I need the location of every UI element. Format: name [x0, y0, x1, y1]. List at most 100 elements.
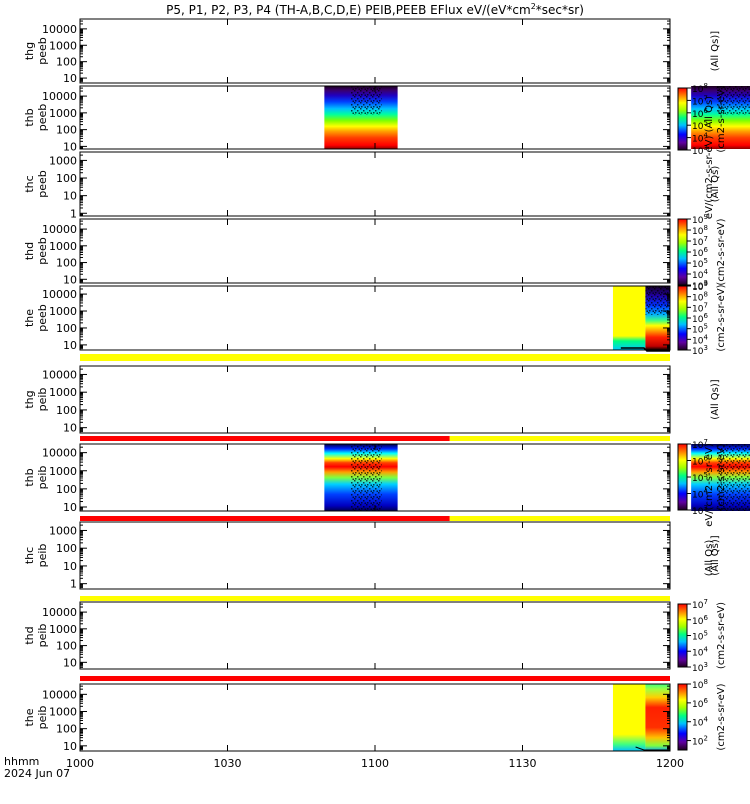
colorbar-thd-peib: 103 104 105 106 107 (cm2-s-sr-eV)	[677, 598, 727, 674]
y-tick-label: 10	[63, 501, 77, 514]
panel-probe-label: thc	[23, 547, 36, 564]
colorbar-tick-exp: 6	[703, 697, 708, 705]
data-noise-thb-peib-1	[716, 444, 750, 511]
colorbar-tick-exp: 3	[703, 661, 707, 669]
panel-inst-label: peeb	[36, 237, 49, 265]
colorbars-layer: (All Qs)] 103 104 105 106 107 108 (cm2-s-sr-eV)…	[677, 31, 727, 751]
y-tick-label: 10000	[42, 368, 77, 381]
status-bar-2-0	[80, 516, 450, 521]
colorbar-label-thb-peib: (cm2-s-sr-eV)	[716, 443, 727, 510]
chart-title: P5, P1, P2, P3, P4 (TH-A,B,C,D,E) PEIB,P…	[166, 2, 584, 17]
panel-probe-label: the	[23, 309, 36, 327]
y-tick-label: 10	[63, 422, 77, 435]
panel-thb-peib: 10 100 1000 10000 thbpeib	[23, 443, 750, 514]
colorbar-tick-label: 105	[692, 630, 708, 643]
colorbar-tick-exp: 8	[703, 224, 707, 232]
panel-label-thd-peeb: thdpeeb	[23, 237, 49, 265]
y-tick-label: 1000	[49, 240, 77, 253]
panel-frame-thd-peib	[79, 601, 671, 670]
y-tick-label: 100	[56, 404, 77, 417]
data-noise-thb-peeb-0	[350, 86, 382, 115]
y-tick-label: 1000	[49, 305, 77, 318]
status-bar-3-0	[80, 596, 670, 601]
panel-probe-label: thg	[23, 390, 36, 408]
colorbar-tick-exp: 2	[703, 735, 707, 743]
colorbar-tick-label: 108	[692, 678, 708, 691]
colorbar-tick-exp: 4	[703, 132, 708, 140]
y-tick-label: 10	[63, 656, 77, 669]
y-tick-label: 100	[56, 723, 77, 736]
colorbar-tick-exp: 9	[703, 280, 707, 288]
side-text-1: eV/(cm2-s-sr-eV)	[704, 443, 715, 527]
data-noise-thb-peeb-1	[716, 86, 750, 115]
data-block-the-peeb-0	[612, 286, 646, 350]
y-tick-label: 10000	[42, 688, 77, 701]
panel-inst-label: peib	[36, 544, 49, 568]
y-tick-label: 100	[56, 542, 77, 555]
y-tick-label: 10	[63, 560, 77, 573]
y-tick-label: 10	[63, 273, 77, 286]
colorbar-strip-thd-peib	[677, 603, 688, 668]
y-tick-label: 10	[63, 140, 77, 153]
side-text-2: (All Qs)	[704, 540, 715, 577]
colorbar-strip-thd-peeb	[677, 218, 688, 286]
data-block-the-peib-1	[645, 684, 670, 751]
colorbar-tick-exp: 6	[703, 614, 708, 622]
y-tick-label: 1	[70, 207, 77, 220]
panel-frame-the-peeb	[79, 285, 671, 351]
colorbar-tick-exp: 4	[703, 645, 708, 653]
boundary-trace-the-peeb	[620, 347, 670, 352]
colorbar-strip-thb-peeb	[677, 87, 688, 151]
y-tick-label: 10000	[42, 606, 77, 619]
status-bars-layer	[80, 354, 670, 681]
panel-label-the-peeb: thepeeb	[23, 304, 49, 332]
side-label-thc-peib: (All Qs)]	[710, 535, 721, 575]
x-axis-label-date: 2024 Jun 07	[4, 767, 70, 780]
data-noise-the-peeb-1	[645, 286, 670, 315]
colorbar-tick-exp: 7	[703, 438, 707, 446]
colorbar-tick-label: 107	[692, 598, 708, 611]
panel-inst-label: peib	[36, 706, 49, 730]
colorbar-tick-exp: 5	[703, 257, 707, 265]
colorbar-tick-exp: 5	[703, 323, 707, 331]
y-tick-label: 1000	[49, 465, 77, 478]
colorbar-tick-exp: 5	[703, 119, 707, 127]
colorbar-tick-exp: 8	[703, 82, 707, 90]
colorbar-tick-exp: 7	[703, 94, 707, 102]
colorbar-the-peib: 102 104 106 108 (cm2-s-sr-eV)	[677, 678, 727, 751]
y-tick-label: 1000	[49, 706, 77, 719]
panel-inst-label: peib	[36, 388, 49, 412]
colorbar-tick-exp: 8	[703, 678, 707, 686]
y-tick-label: 10000	[42, 23, 77, 36]
y-tick-label: 10000	[42, 447, 77, 460]
panel-probe-label: thg	[23, 42, 36, 60]
y-tick-label: 1000	[49, 386, 77, 399]
y-tick-label: 1000	[49, 154, 77, 167]
colorbar-tick-exp: 4	[703, 268, 708, 276]
colorbar-label-thb-peeb: (cm2-s-sr-eV)	[716, 85, 727, 152]
y-tick-label: 1000	[49, 524, 77, 537]
y-tick-label: 100	[56, 483, 77, 496]
colorbar-tick-label: 106	[692, 614, 708, 627]
side-label-thg-peib: (All Qs)]	[710, 379, 721, 419]
y-tick-label: 100	[56, 56, 77, 69]
colorbar-tick-exp: 4	[703, 488, 708, 496]
panel-inst-label: peeb	[36, 170, 49, 198]
colorbar-tick-exp: 8	[703, 291, 707, 299]
boundary-trace-the-peib	[635, 746, 670, 751]
side-label-thc-peeb: (All Qs)	[710, 166, 721, 203]
colorbar-tick-exp: 5	[703, 471, 707, 479]
colorbar-strip-thb-peib	[677, 443, 688, 511]
y-tick-label: 10000	[42, 223, 77, 236]
colorbar-tick-exp: 3	[703, 344, 707, 352]
status-bar-1-1	[449, 436, 670, 441]
y-tick-label: 10	[63, 339, 77, 352]
colorbar-tick-exp: 6	[703, 312, 708, 320]
panel-label-thc-peib: thcpeib	[23, 544, 49, 568]
